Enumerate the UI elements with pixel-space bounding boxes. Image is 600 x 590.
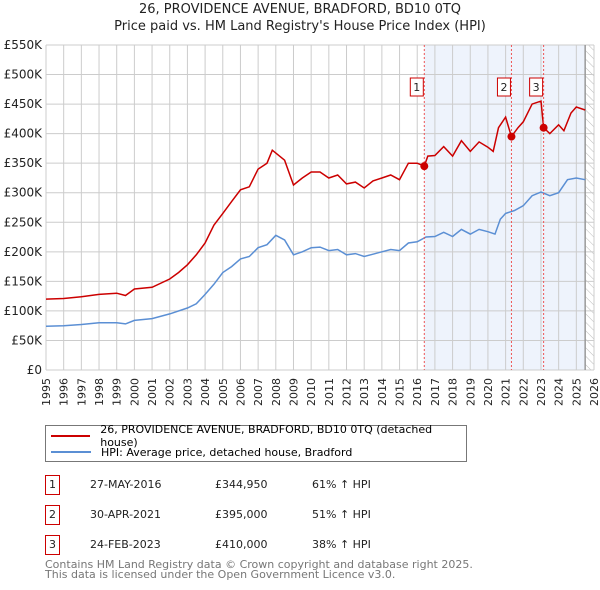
x-tick-label: 2001 bbox=[146, 378, 159, 406]
x-tick-label: 2026 bbox=[588, 378, 600, 406]
y-tick-label: £150K bbox=[4, 274, 44, 288]
x-tick-label: 1998 bbox=[93, 378, 106, 406]
legend-item-hpi: HPI: Average price, detached house, Brad… bbox=[51, 444, 352, 460]
x-tick-label: 2007 bbox=[252, 378, 265, 406]
x-tick-label: 1995 bbox=[40, 378, 53, 406]
transaction-price: £344,950 bbox=[215, 478, 268, 491]
property-price-line bbox=[45, 100, 586, 300]
x-tick-label: 2004 bbox=[199, 378, 212, 406]
future-hatch bbox=[585, 45, 594, 370]
transaction-date: 27-MAY-2016 bbox=[90, 478, 162, 491]
x-tick-label: 2022 bbox=[517, 378, 530, 406]
x-tick-label: 2006 bbox=[234, 378, 247, 406]
x-tick-label: 2003 bbox=[181, 378, 194, 406]
price-chart: 1995 1996 1997 1998 1999 2000 2001 2002 2003 2004… bbox=[4, 38, 600, 406]
x-tick-label: 2009 bbox=[287, 378, 300, 406]
transaction-date: 24-FEB-2023 bbox=[90, 538, 161, 551]
sale-label: 1 bbox=[413, 81, 420, 94]
sale-label-box bbox=[529, 77, 544, 97]
sale-label: 3 bbox=[533, 81, 540, 94]
sale-label-box bbox=[496, 77, 511, 97]
chart-title: 26, PROVIDENCE AVENUE, BRADFORD, BD10 0T… bbox=[138, 2, 462, 17]
y-tick-label: £100K bbox=[4, 304, 44, 318]
transaction-hpi-diff: 61% ↑ HPI bbox=[312, 478, 371, 491]
x-tick-label: 2000 bbox=[128, 378, 141, 406]
legend-item-property: 26, PROVIDENCE AVENUE, BRADFORD, BD10 0T… bbox=[51, 423, 466, 449]
transaction-price: £395,000 bbox=[215, 508, 268, 521]
y-tick-label: £50K bbox=[11, 333, 43, 347]
x-tick-label: 2017 bbox=[429, 378, 442, 406]
transaction-number-badge: 2 bbox=[45, 505, 60, 525]
y-tick-label: £500K bbox=[4, 68, 44, 82]
transaction-number-badge: 1 bbox=[45, 475, 60, 495]
footer-line-2: This data is licensed under the Open Gov… bbox=[45, 568, 396, 581]
transaction-hpi-diff: 51% ↑ HPI bbox=[312, 508, 371, 521]
sale-label: 2 bbox=[500, 81, 507, 94]
sale-point bbox=[539, 123, 548, 132]
sale-point bbox=[420, 162, 429, 171]
x-tick-label: 2021 bbox=[500, 378, 513, 406]
x-tick-label: 2013 bbox=[358, 378, 371, 406]
y-tick-label: £350K bbox=[4, 156, 44, 170]
transaction-number-badge: 3 bbox=[45, 535, 60, 555]
x-tick-label: 2025 bbox=[570, 378, 583, 406]
sale-label-box bbox=[409, 77, 424, 97]
x-tick-label: 2002 bbox=[164, 378, 177, 406]
chart-subtitle: Price paid vs. HM Land Registry's House … bbox=[114, 19, 486, 34]
x-tick-label: 2020 bbox=[482, 378, 495, 406]
x-tick-label: 2018 bbox=[447, 378, 460, 406]
y-tick-label: £400K bbox=[4, 127, 44, 141]
x-tick-label: 2011 bbox=[323, 378, 336, 406]
transaction-price: £410,000 bbox=[215, 538, 268, 551]
y-tick-label: £550K bbox=[4, 38, 44, 52]
x-tick-label: 2008 bbox=[270, 378, 283, 406]
x-tick-label: 2015 bbox=[394, 378, 407, 406]
x-tick-label: 2019 bbox=[464, 378, 477, 406]
x-tick-label: 1997 bbox=[75, 378, 88, 406]
legend-label: 26, PROVIDENCE AVENUE, BRADFORD, BD10 0T… bbox=[100, 423, 433, 449]
x-tick-label: 1996 bbox=[58, 378, 71, 406]
y-tick-label: £300K bbox=[4, 186, 44, 200]
x-tick-label: 1999 bbox=[111, 378, 124, 406]
x-tick-label: 2012 bbox=[341, 378, 354, 406]
footer-line-1: Contains HM Land Registry data © Crown c… bbox=[45, 558, 473, 571]
hpi-line bbox=[45, 177, 586, 328]
transaction-date: 30-APR-2021 bbox=[90, 508, 162, 521]
x-tick-label: 2014 bbox=[376, 378, 389, 406]
legend-swatch-blue bbox=[51, 451, 91, 453]
y-tick-label: £450K bbox=[4, 97, 44, 111]
y-tick-label: £200K bbox=[4, 245, 44, 259]
y-tick-label: £0 bbox=[27, 363, 42, 377]
x-tick-label: 2024 bbox=[553, 378, 566, 406]
x-tick-label: 2010 bbox=[305, 378, 318, 406]
legend-swatch-red bbox=[51, 435, 91, 437]
transaction-hpi-diff: 38% ↑ HPI bbox=[312, 538, 371, 551]
legend-label: HPI: Average price, detached house, Brad… bbox=[101, 445, 353, 459]
sale-point bbox=[507, 132, 516, 141]
x-tick-label: 2005 bbox=[217, 378, 230, 406]
y-tick-label: £250K bbox=[4, 215, 44, 229]
x-tick-label: 2016 bbox=[411, 378, 424, 406]
x-tick-label: 2023 bbox=[535, 378, 548, 406]
chart-legend: 26, PROVIDENCE AVENUE, BRADFORD, BD10 0T… bbox=[45, 423, 467, 462]
footer: Contains HM Land Registry data © Crown c… bbox=[45, 558, 473, 581]
